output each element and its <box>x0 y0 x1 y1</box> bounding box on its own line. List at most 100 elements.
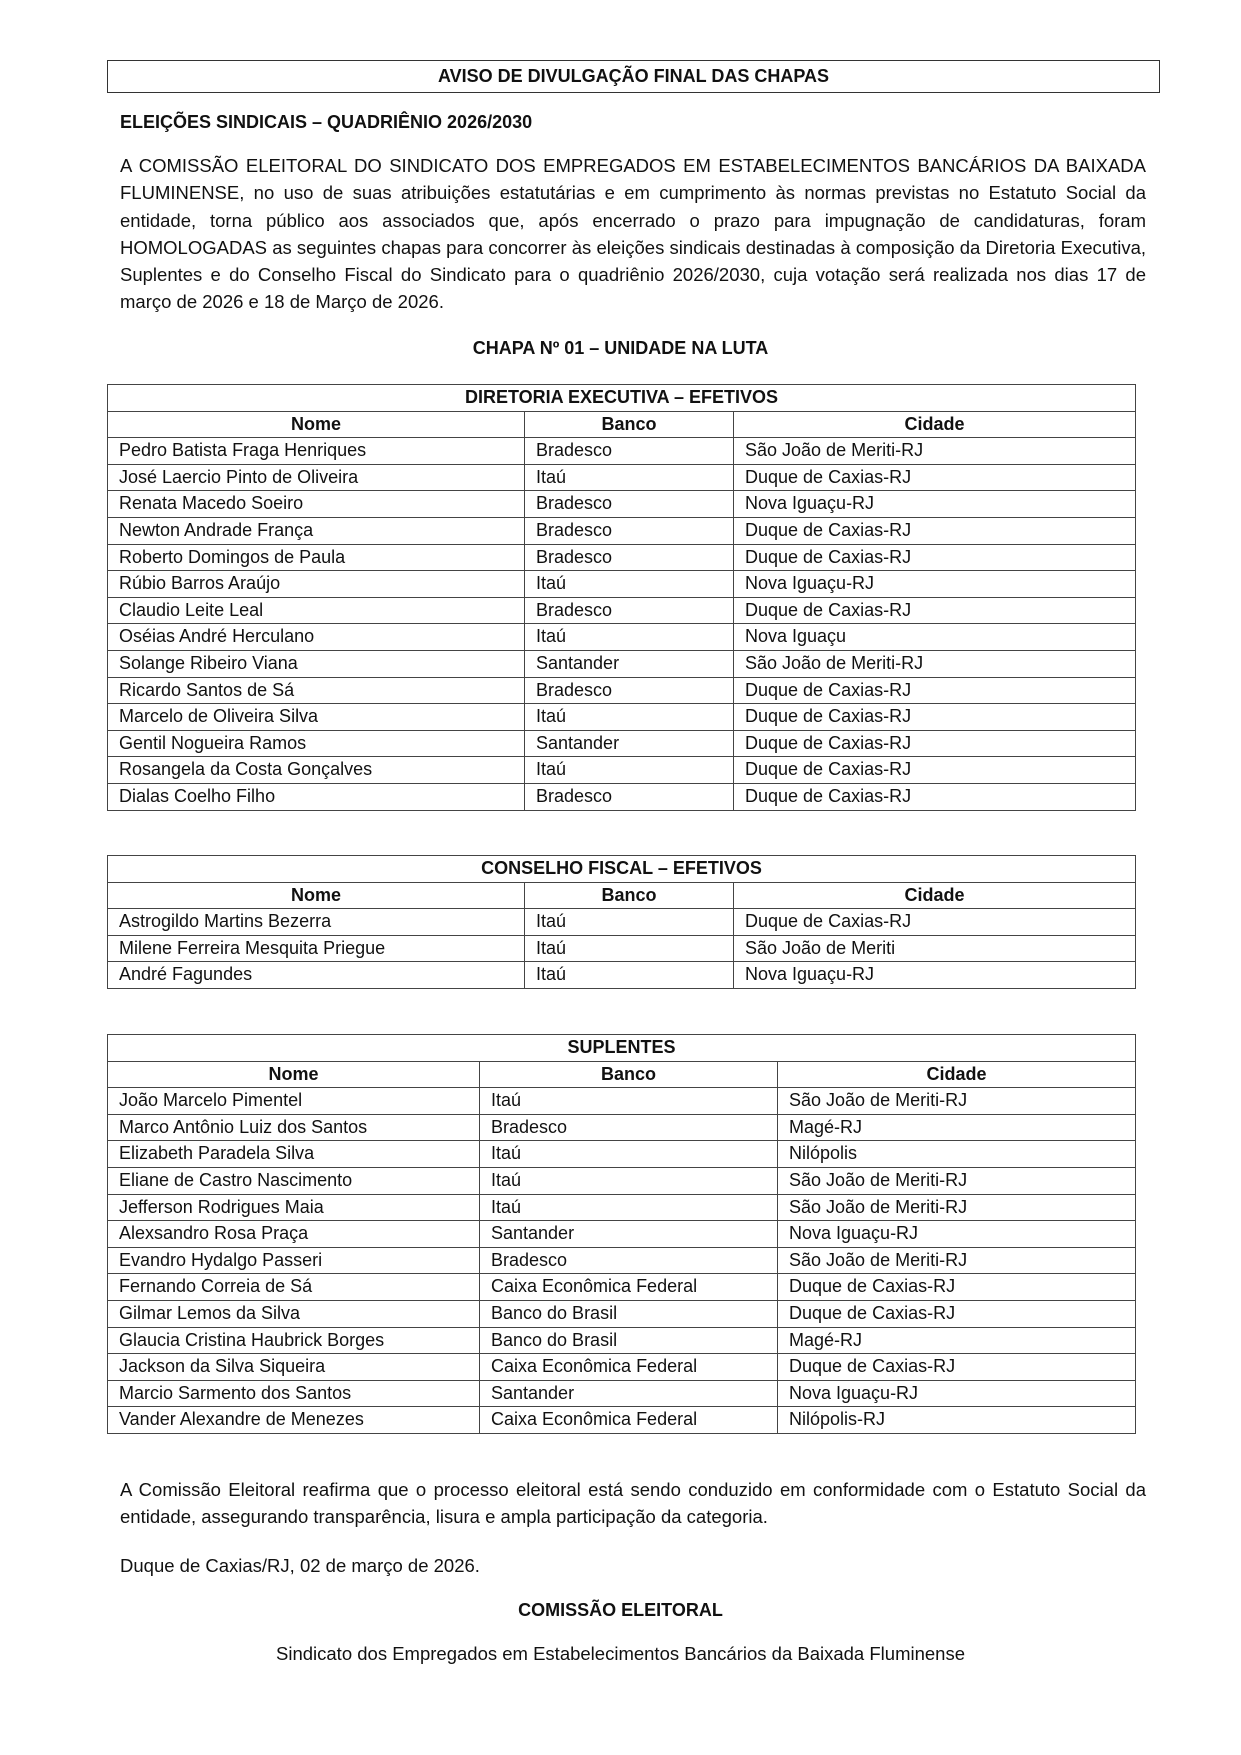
name-cell: Marcelo de Oliveira Silva <box>107 703 525 731</box>
table-row: Gilmar Lemos da Silva Banco do Brasil Duqu… <box>107 1299 1136 1328</box>
city-cell: Duque de Caxias-RJ <box>733 908 1136 936</box>
column-header: Cidade <box>733 410 1136 439</box>
city-cell: Duque de Caxias-RJ <box>733 516 1136 545</box>
column-header: Nome <box>107 1060 480 1089</box>
table-row: Astrogildo Martins Bezerra Itaú Duque de C… <box>107 908 1136 936</box>
name-cell: Evandro Hydalgo Passeri <box>107 1246 480 1275</box>
city-cell: São João de Meriti-RJ <box>733 437 1136 465</box>
column-header: Nome <box>107 410 525 439</box>
table-row: Pedro Batista Fraga Henriques Bradesco São… <box>107 437 1136 465</box>
name-cell: José Laercio Pinto de Oliveira <box>107 463 525 492</box>
table-row: Elizabeth Paradela Silva Itaú Nilópolis <box>107 1140 1136 1168</box>
table-caption-row: CONSELHO FISCAL – EFETIVOS <box>107 855 1136 883</box>
bank-cell: Bradesco <box>524 516 734 545</box>
bank-cell: Bradesco <box>524 543 734 572</box>
column-header: Banco <box>524 410 734 439</box>
name-cell: Eliane de Castro Nascimento <box>107 1166 480 1195</box>
city-cell: São João de Meriti-RJ <box>777 1193 1136 1222</box>
name-cell: Claudio Leite Leal <box>107 596 525 625</box>
name-cell: Marco Antônio Luiz dos Santos <box>107 1113 480 1142</box>
bank-cell: Itaú <box>524 570 734 598</box>
table-header-row: Nome Banco Cidade <box>107 1060 1136 1089</box>
city-cell: Duque de Caxias-RJ <box>733 703 1136 731</box>
table-row: Oséias André Herculano Itaú Nova Iguaçu <box>107 623 1136 651</box>
column-header: Banco <box>524 881 734 910</box>
bank-cell: Santander <box>479 1220 778 1248</box>
name-cell: Vander Alexandre de Menezes <box>107 1406 480 1434</box>
city-cell: Duque de Caxias-RJ <box>777 1299 1136 1328</box>
city-cell: Duque de Caxias-RJ <box>733 756 1136 784</box>
table-row: Vander Alexandre de Menezes Caixa Econômi… <box>107 1406 1136 1434</box>
name-cell: Jackson da Silva Siqueira <box>107 1353 480 1381</box>
column-header: Cidade <box>733 881 1136 910</box>
bank-cell: Itaú <box>524 908 734 936</box>
bank-cell: Itaú <box>479 1140 778 1168</box>
name-cell: Gentil Nogueira Ramos <box>107 729 525 758</box>
bank-cell: Itaú <box>479 1087 778 1115</box>
table-caption-row: DIRETORIA EXECUTIVA – EFETIVOS <box>107 384 1136 412</box>
name-cell: Rúbio Barros Araújo <box>107 570 525 598</box>
table-row: Eliane de Castro Nascimento Itaú São João … <box>107 1166 1136 1195</box>
city-cell: Duque de Caxias-RJ <box>777 1353 1136 1381</box>
name-cell: Milene Ferreira Mesquita Priegue <box>107 934 525 963</box>
column-header: Banco <box>479 1060 778 1089</box>
chapa-heading: CHAPA Nº 01 – UNIDADE NA LUTA <box>472 338 769 358</box>
table-caption: DIRETORIA EXECUTIVA – EFETIVOS <box>107 384 1136 412</box>
bank-cell: Bradesco <box>524 782 734 811</box>
name-cell: Renata Macedo Soeiro <box>107 490 525 518</box>
table-row: Jackson da Silva Siqueira Caixa Econômica… <box>107 1353 1136 1381</box>
table-header-row: Nome Banco Cidade <box>107 410 1136 439</box>
bank-cell: Bradesco <box>479 1113 778 1142</box>
name-cell: Rosangela da Costa Gonçalves <box>107 756 525 784</box>
city-cell: Duque de Caxias-RJ <box>733 676 1136 705</box>
city-cell: Nilópolis-RJ <box>777 1406 1136 1434</box>
table-row: Fernando Correia de Sá Caixa Econômica Fe… <box>107 1273 1136 1301</box>
city-cell: São João de Meriti-RJ <box>733 649 1136 678</box>
city-cell: Nilópolis <box>777 1140 1136 1168</box>
table-row: Jefferson Rodrigues Maia Itaú São João de … <box>107 1193 1136 1222</box>
name-cell: Fernando Correia de Sá <box>107 1273 480 1301</box>
bank-cell: Bradesco <box>524 437 734 465</box>
table-row: João Marcelo Pimentel Itaú São João de Mer… <box>107 1087 1136 1115</box>
name-cell: Pedro Batista Fraga Henriques <box>107 437 525 465</box>
table-row: Alexsandro Rosa Praça Santander Nova Iguaç… <box>107 1220 1136 1248</box>
table-row: Milene Ferreira Mesquita Priegue Itaú São … <box>107 934 1136 963</box>
closing-paragraph: A Comissão Eleitoral reafirma que o proc… <box>120 1479 1146 1528</box>
table-row: Dialas Coelho Filho Bradesco Duque de Caxi… <box>107 782 1136 811</box>
table-row: Rosangela da Costa Gonçalves Itaú Duque de… <box>107 756 1136 784</box>
name-cell: Elizabeth Paradela Silva <box>107 1140 480 1168</box>
table-row: Solange Ribeiro Viana Santander São João d… <box>107 649 1136 678</box>
bank-cell: Santander <box>524 729 734 758</box>
city-cell: Nova Iguaçu-RJ <box>777 1379 1136 1408</box>
table-header-row: Nome Banco Cidade <box>107 881 1136 910</box>
table-caption-row: SUPLENTES <box>107 1034 1136 1062</box>
table-row: Newton Andrade França Bradesco Duque de Ca… <box>107 516 1136 545</box>
city-cell: São João de Meriti-RJ <box>777 1246 1136 1275</box>
bank-cell: Bradesco <box>479 1246 778 1275</box>
signature-heading: COMISSÃO ELEITORAL <box>518 1600 723 1620</box>
table-row: Rúbio Barros Araújo Itaú Nova Iguaçu-RJ <box>107 570 1136 598</box>
city-cell: São João de Meriti-RJ <box>777 1166 1136 1195</box>
city-cell: São João de Meriti-RJ <box>777 1087 1136 1115</box>
city-cell: Magé-RJ <box>777 1113 1136 1142</box>
name-cell: Marcio Sarmento dos Santos <box>107 1379 480 1408</box>
name-cell: Solange Ribeiro Viana <box>107 649 525 678</box>
bank-cell: Bradesco <box>524 596 734 625</box>
name-cell: Dialas Coelho Filho <box>107 782 525 811</box>
suplentes-table: SUPLENTES Nome Banco Cidade João Marcelo Pim… <box>107 1034 1136 1434</box>
name-cell: Roberto Domingos de Paula <box>107 543 525 572</box>
column-header: Cidade <box>777 1060 1136 1089</box>
bank-cell: Caixa Econômica Federal <box>479 1273 778 1301</box>
table-row: Roberto Domingos de Paula Bradesco Duque d… <box>107 543 1136 572</box>
bank-cell: Itaú <box>524 463 734 492</box>
table-row: Claudio Leite Leal Bradesco Duque de Caxia… <box>107 596 1136 625</box>
election-subtitle: ELEIÇÕES SINDICAIS – QUADRIÊNIO 2026/203… <box>120 112 533 132</box>
name-cell: Gilmar Lemos da Silva <box>107 1299 480 1328</box>
name-cell: Newton Andrade França <box>107 516 525 545</box>
bank-cell: Banco do Brasil <box>479 1326 778 1355</box>
bank-cell: Itaú <box>524 703 734 731</box>
name-cell: Oséias André Herculano <box>107 623 525 651</box>
city-cell: Duque de Caxias-RJ <box>733 729 1136 758</box>
bank-cell: Itaú <box>524 934 734 963</box>
table-row: José Laercio Pinto de Oliveira Itaú Duque … <box>107 463 1136 492</box>
